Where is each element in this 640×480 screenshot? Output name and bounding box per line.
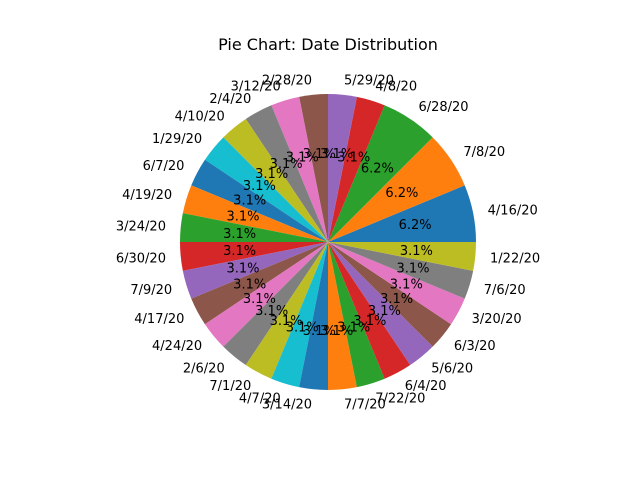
pie-slice bbox=[182, 185, 328, 242]
pie-slice bbox=[328, 242, 474, 299]
chart-title: Pie Chart: Date Distribution bbox=[218, 35, 438, 54]
pie-slice bbox=[204, 242, 328, 347]
pie-slice bbox=[328, 105, 433, 243]
pie-slice bbox=[245, 242, 328, 379]
pie-percent-label: 3.1% bbox=[223, 227, 256, 242]
pie-percent-label: 3.1% bbox=[255, 167, 288, 182]
pie-percent-label: 3.1% bbox=[286, 151, 319, 166]
pie-percent-label: 3.1% bbox=[400, 244, 433, 259]
pie-percent-label: 6.2% bbox=[361, 162, 394, 177]
pie-percent-label: 3.1% bbox=[243, 179, 276, 194]
pie-percent-label: 3.1% bbox=[303, 324, 336, 339]
pie-percent-label: 3.1% bbox=[337, 151, 370, 166]
pie-category-label: 5/29/20 bbox=[344, 73, 394, 88]
pie-slice bbox=[328, 242, 357, 391]
pie-category-label: 1/29/20 bbox=[152, 132, 202, 147]
pie-category-label: 1/22/20 bbox=[490, 251, 540, 266]
pie-slice bbox=[299, 94, 328, 242]
pie-category-label: 2/4/20 bbox=[209, 92, 251, 107]
pie-category-label: 4/8/20 bbox=[375, 80, 417, 95]
pie-slice bbox=[328, 242, 476, 271]
pie-slice bbox=[328, 94, 357, 242]
pie-slice bbox=[180, 242, 328, 271]
pie-category-label: 6/4/20 bbox=[405, 379, 447, 394]
pie-slice bbox=[191, 159, 328, 242]
pie-percent-label: 3.1% bbox=[233, 277, 266, 292]
pie-percent-label: 3.1% bbox=[320, 324, 353, 339]
pie-percent-label: 3.1% bbox=[353, 314, 386, 329]
pie-slice bbox=[299, 242, 328, 390]
pie-category-label: 6/7/20 bbox=[143, 159, 185, 174]
pie-slice bbox=[328, 242, 465, 325]
pie-percent-label: 6.2% bbox=[399, 218, 432, 233]
pie-slice bbox=[328, 185, 476, 242]
pie-category-label: 5/6/20 bbox=[431, 361, 473, 376]
pie-percent-label: 6.2% bbox=[385, 186, 418, 201]
pie-category-labels: 4/16/20 7/8/20 6/28/204/8/205/29/20 2/28/20… bbox=[116, 73, 540, 412]
pie-slice bbox=[328, 137, 465, 242]
pie-percent-label: 3.1% bbox=[286, 320, 319, 335]
pie-slice bbox=[182, 242, 328, 299]
pie-category-label: 4/16/20 bbox=[488, 204, 538, 219]
pie-category-label: 3/14/20 bbox=[262, 398, 312, 413]
pie-slice bbox=[180, 213, 328, 242]
pie-slice bbox=[271, 242, 328, 388]
pie-category-label: 7/8/20 bbox=[463, 145, 505, 160]
pie-category-label: 7/1/20 bbox=[209, 379, 251, 394]
pie-category-label: 4/10/20 bbox=[175, 110, 225, 125]
pie-category-label: 7/22/20 bbox=[375, 391, 425, 406]
pie-category-label: 3/20/20 bbox=[472, 312, 522, 327]
pie-percent-label: 3.1% bbox=[270, 157, 303, 172]
pie-percent-label: 3.1% bbox=[223, 244, 256, 259]
pie-category-label: 4/24/20 bbox=[152, 339, 202, 354]
pie-category-label: 3/12/20 bbox=[231, 80, 281, 95]
pie-slice bbox=[223, 242, 328, 366]
pie-category-label: 7/7/20 bbox=[344, 398, 386, 413]
pie-slice bbox=[328, 96, 385, 242]
pie-percent-label: 3.1% bbox=[303, 147, 336, 162]
pie-category-label: 7/6/20 bbox=[484, 283, 526, 298]
pie-percent-labels: 6.2%6.2%6.2%3.1%3.1%3.1%3.1%3.1%3.1%3.1%… bbox=[223, 147, 433, 339]
pie-slice bbox=[328, 242, 411, 379]
pie-percent-label: 3.1% bbox=[227, 261, 260, 276]
pie-slice bbox=[204, 137, 328, 242]
pie-category-label: 3/24/20 bbox=[116, 220, 166, 235]
pie-category-label: 2/6/20 bbox=[183, 361, 225, 376]
pie-percent-label: 3.1% bbox=[255, 304, 288, 319]
pie-category-label: 2/28/20 bbox=[262, 73, 312, 88]
pie-percent-label: 3.1% bbox=[390, 277, 423, 292]
pie-percent-label: 3.1% bbox=[368, 304, 401, 319]
pie-category-label: 4/19/20 bbox=[122, 188, 172, 203]
pie-percent-label: 3.1% bbox=[227, 210, 260, 225]
pie-percent-label: 3.1% bbox=[270, 314, 303, 329]
pie-category-label: 6/30/20 bbox=[116, 251, 166, 266]
pie-slice bbox=[191, 242, 328, 325]
pie-slice bbox=[328, 242, 433, 366]
pie-category-label: 6/3/20 bbox=[454, 339, 496, 354]
pie-percent-label: 3.1% bbox=[396, 261, 429, 276]
pie-percent-label: 3.1% bbox=[337, 320, 370, 335]
pie-slices bbox=[180, 94, 476, 391]
pie-category-label: 6/28/20 bbox=[418, 100, 468, 115]
pie-percent-label: 3.1% bbox=[380, 292, 413, 307]
pie-slice bbox=[328, 242, 385, 388]
pie-percent-label: 3.1% bbox=[320, 147, 353, 162]
pie-slice bbox=[271, 96, 328, 242]
pie-slice bbox=[223, 118, 328, 242]
pie-category-label: 7/9/20 bbox=[130, 283, 172, 298]
pie-slice bbox=[328, 242, 452, 347]
pie-category-label: 4/17/20 bbox=[134, 312, 184, 327]
pie-percent-label: 3.1% bbox=[233, 194, 266, 209]
pie-percent-label: 3.1% bbox=[243, 292, 276, 307]
pie-slice bbox=[245, 105, 328, 243]
pie-category-label: 4/7/20 bbox=[239, 391, 281, 406]
